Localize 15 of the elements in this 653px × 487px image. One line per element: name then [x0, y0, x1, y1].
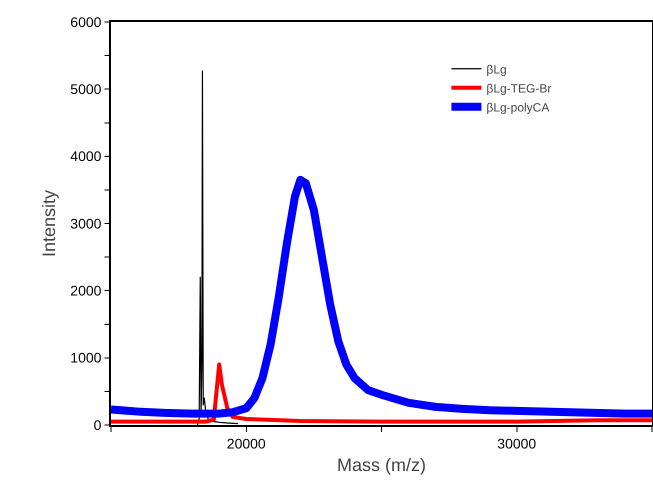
- x-tick-label: 30000: [497, 436, 536, 452]
- y-tick-label: 0: [94, 416, 102, 433]
- line-series: [111, 362, 652, 424]
- y-tick-label: 1000: [70, 350, 102, 366]
- legend-label: βLg-TEG-Br: [486, 81, 552, 96]
- y-tick-label: 6000: [70, 14, 102, 30]
- legend-label: βLg-polyCA: [486, 100, 550, 114]
- legend-label: βLg: [486, 62, 507, 76]
- y-axis-title: Intensity: [38, 190, 59, 258]
- y-tick-label: 5000: [70, 81, 102, 98]
- x-axis-title: Mass (m/z): [337, 455, 426, 476]
- x-tick-label: 20000: [226, 436, 266, 452]
- y-tick-label: 4000: [70, 148, 102, 164]
- y-tick-label: 3000: [70, 215, 102, 232]
- y-tick-label: 2000: [70, 282, 102, 299]
